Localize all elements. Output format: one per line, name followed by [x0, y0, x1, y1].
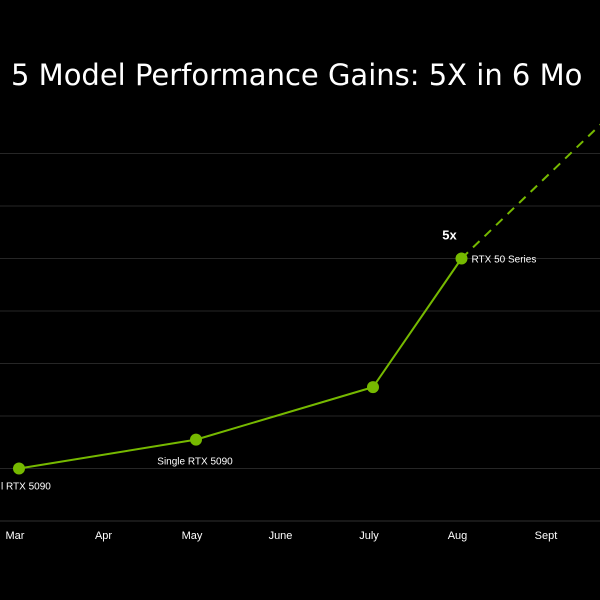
- grid-layer: [0, 153, 600, 522]
- x-tick-label: Sept: [535, 530, 558, 542]
- x-tick-label: Aug: [448, 530, 468, 542]
- projection-line: [460, 123, 600, 260]
- data-point: [190, 433, 202, 446]
- multiplier-annotation: 5x: [442, 228, 457, 243]
- x-tick-label: Apr: [95, 530, 112, 542]
- x-tick-label: July: [359, 530, 379, 542]
- data-point: [13, 462, 25, 475]
- chart-title: 5 Model Performance Gains: 5X in 6 Mo: [11, 58, 583, 92]
- x-tick-label: June: [269, 530, 293, 542]
- point-label: Single RTX 5090: [157, 457, 233, 468]
- series-line: [18, 257, 463, 470]
- data-point: [455, 252, 468, 265]
- x-tick-label: Mar: [6, 530, 25, 542]
- series-layer: [18, 123, 600, 470]
- points-layer: [13, 252, 468, 475]
- labels-layer: l RTX 5090 Single RTX 5090 RTX 50 Series 5x: [1, 228, 536, 493]
- point-label: l RTX 5090: [1, 482, 51, 493]
- point-label: RTX 50 Series: [472, 255, 537, 266]
- x-tick-label: May: [182, 530, 203, 542]
- x-axis: Mar Apr May June July Aug Sept: [6, 530, 558, 542]
- data-point: [367, 381, 379, 394]
